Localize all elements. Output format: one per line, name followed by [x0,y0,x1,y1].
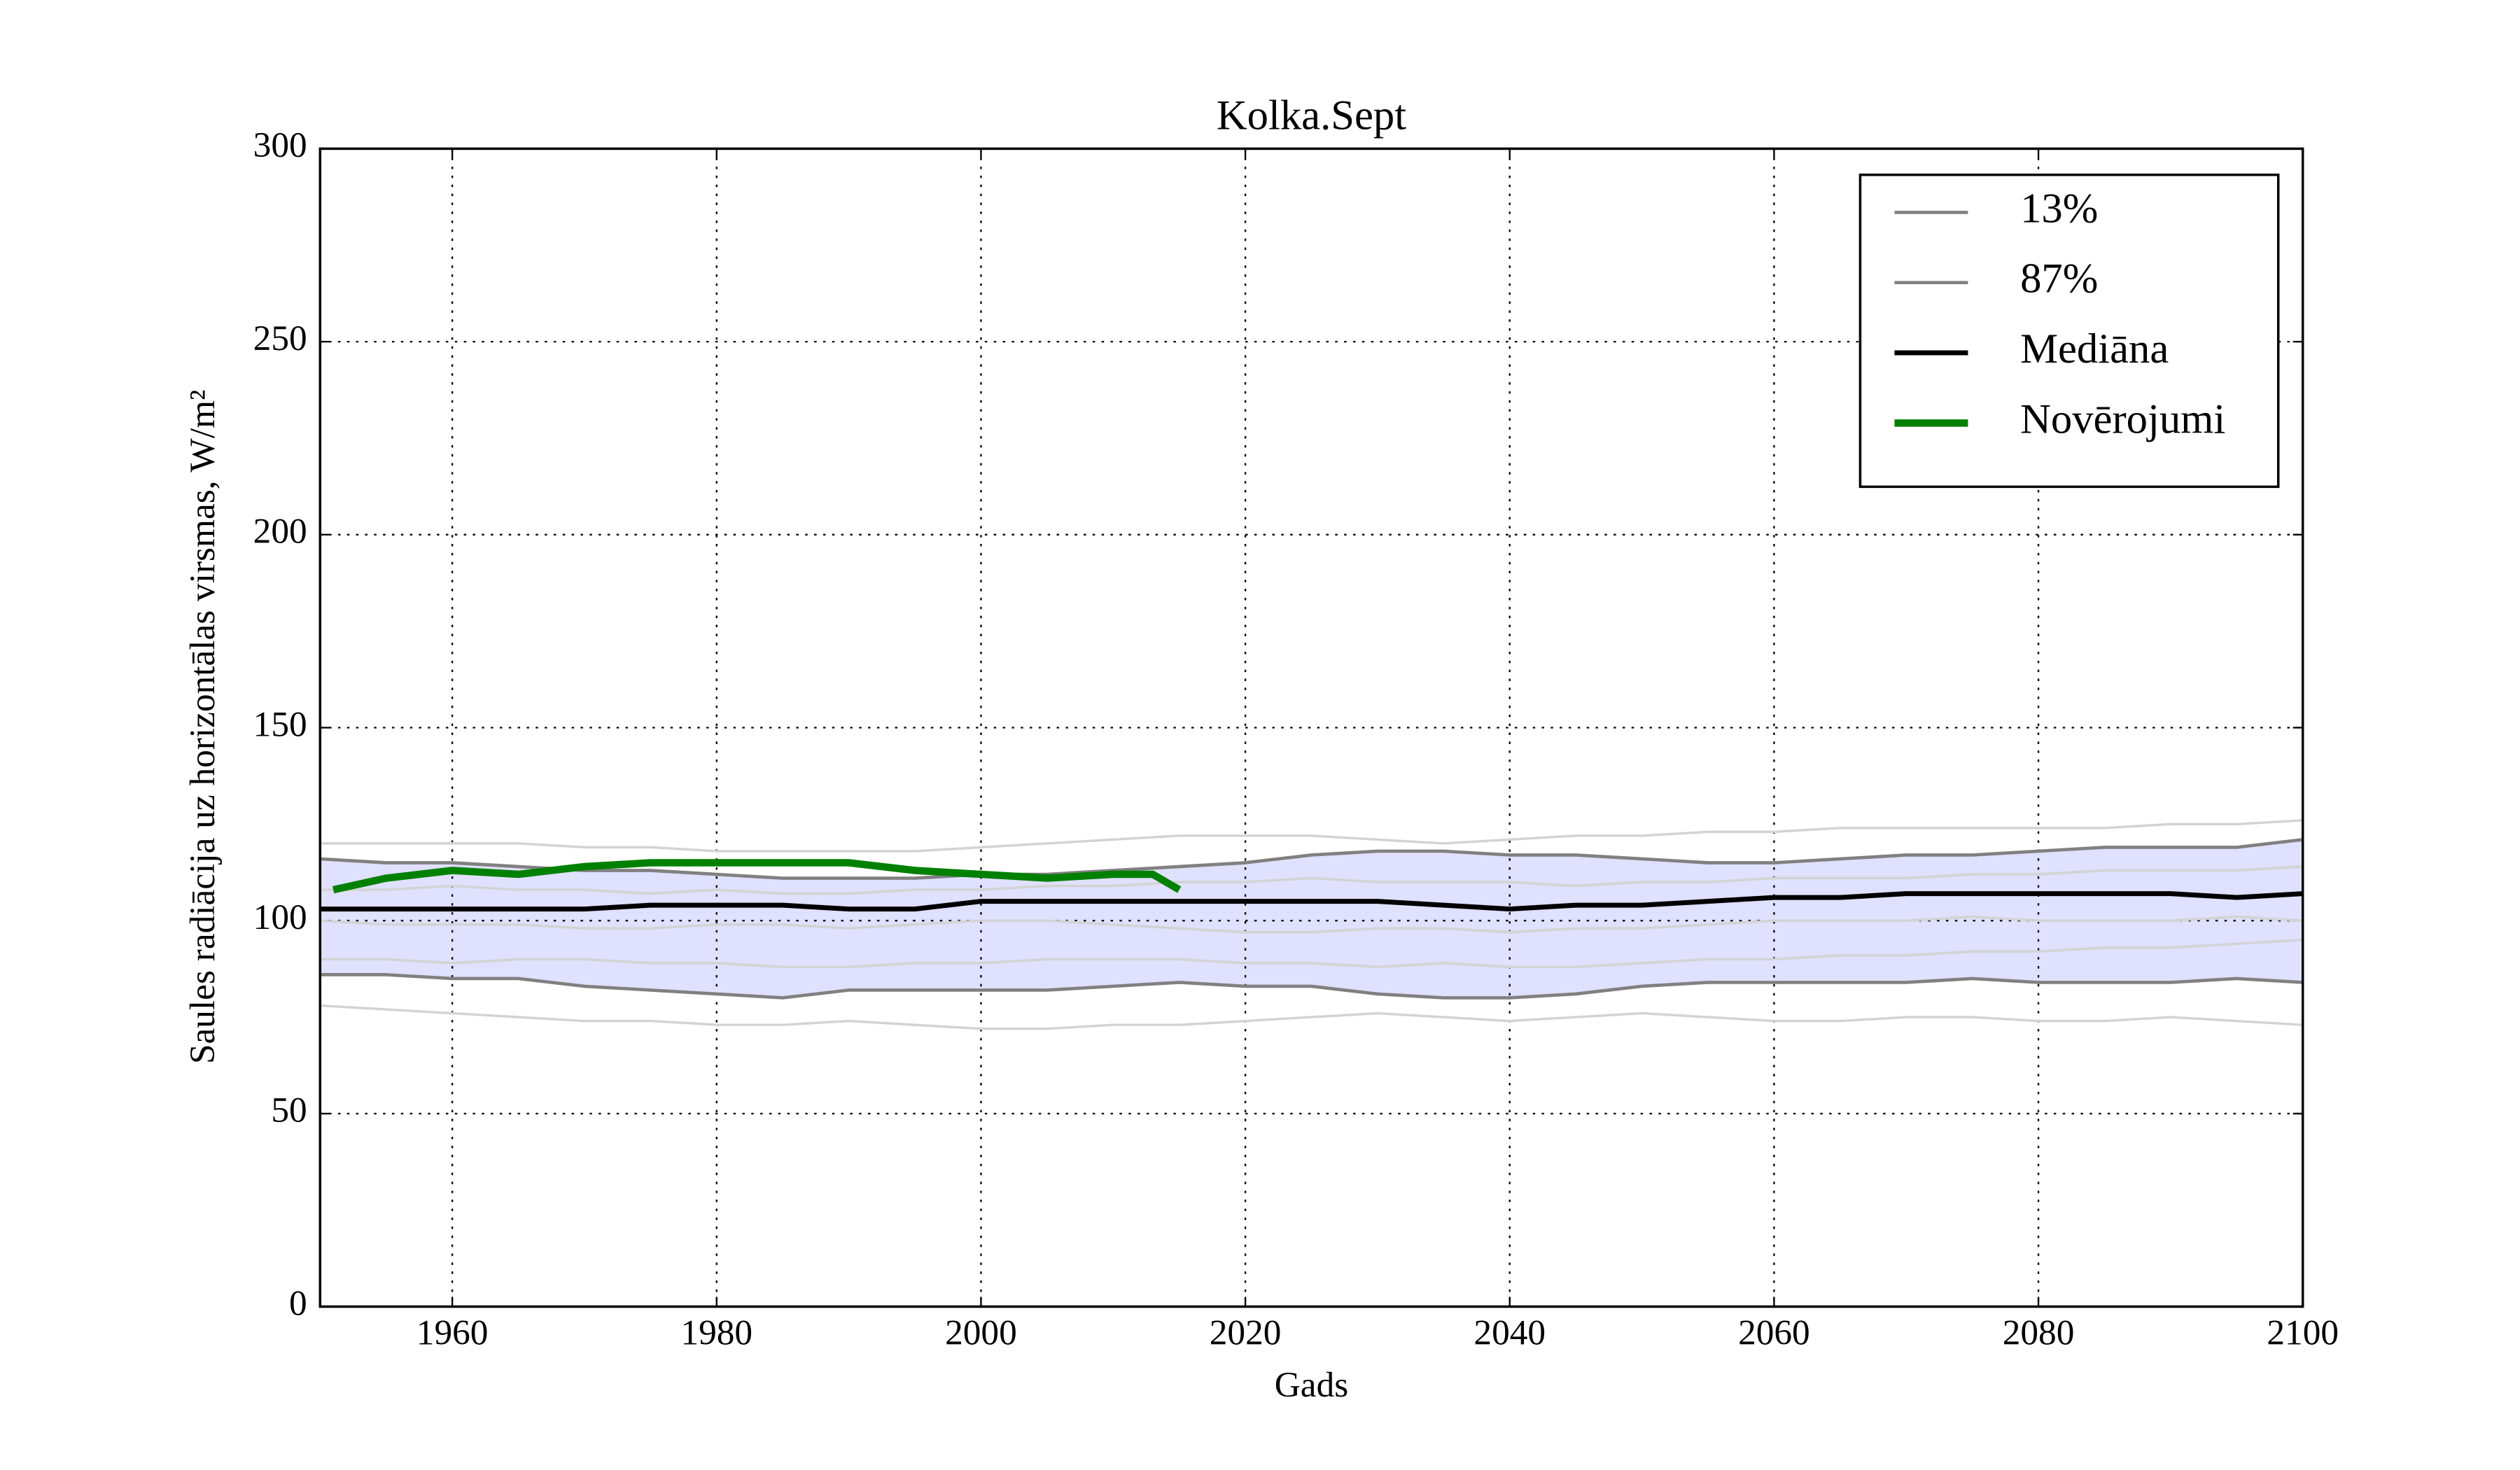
y-axis-label: Saules radiācija uz horizontālas virsmas… [183,390,223,1064]
ensemble-line [320,915,2303,934]
y-tick-label: 300 [253,125,307,165]
ensemble-line [320,939,2303,969]
legend-label: 13% [2020,185,2098,232]
chart-title: Kolka.Sept [1217,92,1406,139]
x-tick-label: 2100 [2267,1312,2339,1352]
y-tick-label: 0 [289,1283,307,1323]
y-tick-label: 50 [271,1091,307,1130]
plot-frame [318,147,2304,1308]
x-tick-label: 2000 [945,1312,1017,1352]
x-tick-label: 2020 [1210,1312,1282,1352]
legend-box [1858,173,2280,489]
legend-label: 87% [2020,255,2098,302]
series-line [320,891,2303,912]
y-tick-label: 100 [253,897,307,937]
x-axis-label: Gads [1275,1365,1348,1405]
ensemble-line [320,1004,2303,1030]
series-line [320,838,2303,880]
x-tick-label: 1980 [680,1312,752,1352]
legend-label: Novērojumi [2020,396,2225,442]
ensemble-line [320,819,2303,853]
series-line [332,859,1182,894]
y-tick-label: 200 [253,512,307,552]
y-tick-label: 250 [253,318,307,358]
series-line [320,973,2303,1000]
x-tick-label: 2060 [1738,1312,1810,1352]
x-tick-label: 1960 [416,1312,489,1352]
legend-label: Mediāna [2020,326,2169,372]
x-tick-label: 2080 [2003,1312,2075,1352]
ensemble-line [320,865,2303,895]
y-tick-label: 150 [253,704,307,744]
x-tick-label: 2040 [1474,1312,1546,1352]
